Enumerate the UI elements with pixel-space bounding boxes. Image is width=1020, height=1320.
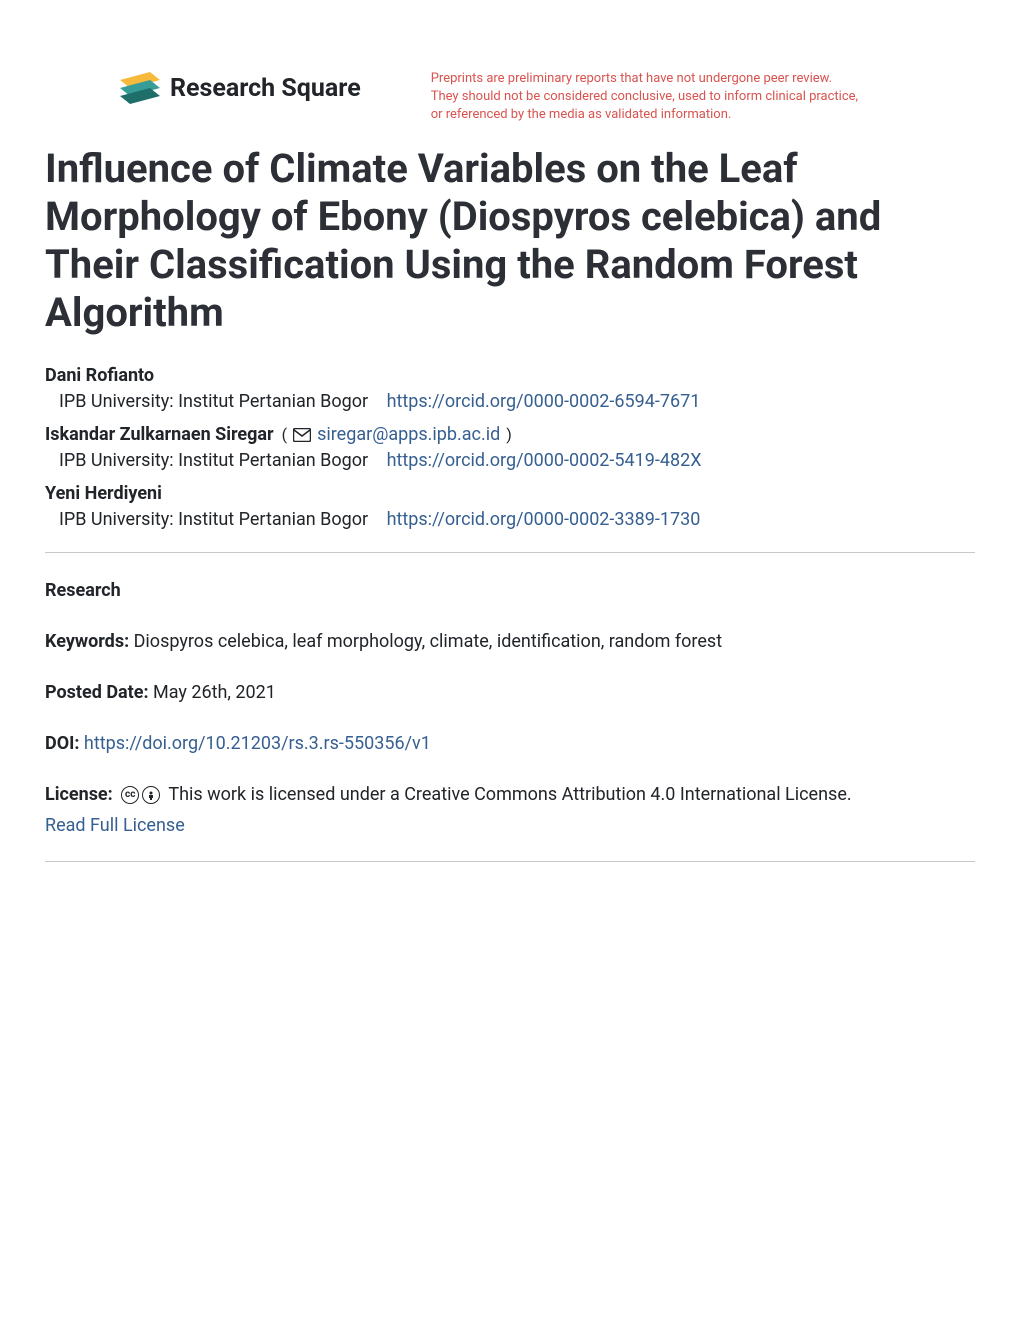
license-row: License: cc This work is licensed under …: [45, 781, 975, 839]
author-affiliation: IPB University: Institut Pertanian Bogor: [59, 450, 368, 471]
author-block: Yeni Herdiyeni IPB University: Institut …: [45, 483, 975, 530]
cc-icon: cc: [121, 786, 139, 804]
author-affiliation-line: IPB University: Institut Pertanian Bogor…: [59, 391, 975, 412]
paper-title: Influence of Climate Variables on the Le…: [45, 145, 975, 337]
article-type: Research: [45, 580, 121, 601]
paren-open: (: [278, 425, 287, 444]
author-affiliation-line: IPB University: Institut Pertanian Bogor…: [59, 450, 975, 471]
author-block: Dani Rofianto IPB University: Institut P…: [45, 365, 975, 412]
preprint-disclaimer: Preprints are preliminary reports that h…: [431, 70, 861, 125]
keywords-label: Keywords:: [45, 631, 129, 652]
section-divider: [45, 861, 975, 862]
metadata-section: Research Keywords: Diospyros celebica, l…: [45, 577, 975, 839]
author-name: Iskandar Zulkarnaen Siregar: [45, 424, 274, 445]
author-affiliation-line: IPB University: Institut Pertanian Bogor…: [59, 509, 975, 530]
license-label: License:: [45, 784, 113, 805]
author-affiliation: IPB University: Institut Pertanian Bogor: [59, 509, 368, 530]
cc-icons: cc: [121, 786, 160, 804]
author-name: Dani Rofianto: [45, 365, 154, 386]
doi-row: DOI: https://doi.org/10.21203/rs.3.rs-55…: [45, 730, 975, 757]
orcid-link[interactable]: https://orcid.org/0000-0002-6594-7671: [387, 391, 701, 412]
doi-label: DOI:: [45, 733, 79, 754]
keywords-value: Diospyros celebica, leaf morphology, cli…: [134, 631, 722, 652]
paren-close: ): [506, 425, 512, 444]
by-icon: [142, 786, 160, 804]
author-affiliation: IPB University: Institut Pertanian Bogor: [59, 391, 368, 412]
section-divider: [45, 552, 975, 553]
author-block: Iskandar Zulkarnaen Siregar ( siregar@ap…: [45, 424, 975, 471]
header-row: Research Square Preprints are preliminar…: [45, 70, 975, 125]
keywords-row: Keywords: Diospyros celebica, leaf morph…: [45, 628, 975, 655]
license-text: This work is licensed under a Creative C…: [168, 784, 851, 805]
corresponding-author: ( siregar@apps.ipb.ac.id ): [278, 424, 512, 445]
posted-date-label: Posted Date:: [45, 682, 149, 703]
corresponding-email-link[interactable]: siregar@apps.ipb.ac.id: [317, 424, 500, 445]
research-square-logo-icon: [120, 70, 160, 106]
logo-block: Research Square: [120, 70, 361, 106]
article-type-row: Research: [45, 577, 975, 604]
author-name: Yeni Herdiyeni: [45, 483, 162, 504]
doi-link[interactable]: https://doi.org/10.21203/rs.3.rs-550356/…: [84, 733, 431, 754]
email-icon: [293, 427, 311, 441]
posted-date-value: May 26th, 2021: [153, 682, 276, 703]
read-full-license-link[interactable]: Read Full License: [45, 812, 975, 839]
orcid-link[interactable]: https://orcid.org/0000-0002-5419-482X: [387, 450, 702, 471]
logo-text: Research Square: [170, 74, 361, 103]
orcid-link[interactable]: https://orcid.org/0000-0002-3389-1730: [387, 509, 701, 530]
posted-date-row: Posted Date: May 26th, 2021: [45, 679, 975, 706]
